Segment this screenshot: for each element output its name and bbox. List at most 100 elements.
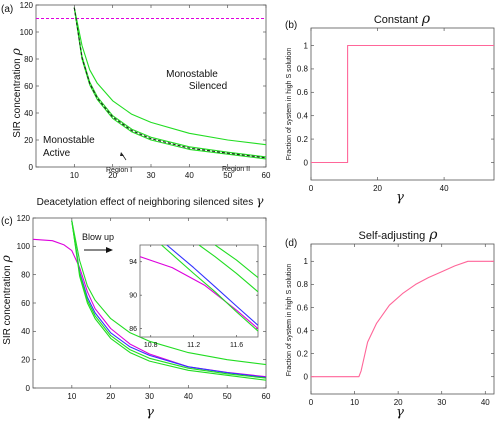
- panel-a-ylabel: SIR concentration ρ: [9, 48, 23, 138]
- series-line-2: [73, 7, 266, 158]
- y-tick-label: 1: [304, 257, 309, 266]
- x-tick-label: 11.2: [187, 342, 200, 349]
- blow-up-arrowhead: [106, 247, 113, 253]
- x-tick-label: 50: [223, 171, 232, 180]
- annotation-monostable-active-1: Monostable: [43, 135, 95, 146]
- x-tick-label: 40: [481, 398, 490, 407]
- series-line-2: [71, 220, 266, 366]
- y-tick-label: 120: [17, 214, 31, 223]
- panel-c-xlabel-gamma: γ: [146, 405, 154, 420]
- annotation-monostable-silenced-1: Monostable: [166, 69, 218, 80]
- annotation-blow-up: Blow up: [82, 232, 114, 242]
- y-tick-label: 0: [29, 163, 34, 172]
- panel-a-ylabel-text: SIR concentration: [12, 58, 23, 138]
- panel-d: (d) Self-adjusting ρ 0 10 20 30 4000.20.40.60…: [285, 227, 495, 420]
- annotation-monostable-active-2: Active: [43, 148, 71, 159]
- y-tick-label: 0.8: [297, 65, 309, 74]
- panel-a-plot: [36, 7, 266, 160]
- y-tick-label: 80: [24, 55, 33, 64]
- x-tick-label: 20: [373, 184, 382, 193]
- annotation-monostable-silenced-2: Silenced: [189, 81, 227, 92]
- series-line-1: [73, 7, 266, 146]
- x-tick-label: 0: [309, 398, 314, 407]
- y-tick-label: 1: [304, 41, 309, 50]
- x-tick-label: 30: [145, 392, 154, 401]
- panel-a-xlabel: Deacetylation effect of neighboring sile…: [37, 194, 265, 208]
- rho-symbol: ρ: [9, 48, 23, 56]
- series-line-0: [311, 44, 494, 164]
- x-tick-label: 50: [223, 392, 232, 401]
- y-tick-label: 40: [21, 327, 30, 336]
- panel-c-ylabel-text: SIR concentration: [2, 265, 13, 345]
- x-tick-label: 10: [67, 392, 76, 401]
- inset-ticks: 10.8 11.2 11.6 86 90 94: [129, 245, 258, 349]
- x-tick-label: 40: [185, 171, 194, 180]
- panel-b-ylabel: Fraction of system in high S solution: [286, 48, 293, 161]
- panel-b-title-text: Constant: [374, 14, 418, 26]
- y-tick-label: 0.2: [297, 135, 309, 144]
- x-tick-label: 60: [262, 392, 271, 401]
- x-tick-label: 30: [437, 398, 446, 407]
- annotation-region-1: Region I: [106, 167, 132, 174]
- rho-symbol: ρ: [428, 227, 438, 243]
- panel-b-title: Constant ρ: [374, 11, 431, 27]
- y-tick-label: 0: [304, 372, 309, 381]
- panel-a-xlabel-text: Deacetylation effect of neighboring sile…: [37, 197, 254, 208]
- x-tick-label: 30: [147, 171, 156, 180]
- y-tick-label: 120: [20, 1, 34, 10]
- x-tick-label: 10: [350, 398, 359, 407]
- panel-b-label: (b): [285, 20, 297, 31]
- rho-symbol: ρ: [421, 11, 431, 27]
- y-tick-label: 0.2: [297, 349, 309, 358]
- inset-frame: [139, 244, 259, 338]
- y-tick-label: 0.6: [297, 88, 309, 97]
- y-tick-label: 0.4: [297, 111, 309, 120]
- panel-c-ylabel: SIR concentration ρ: [0, 255, 13, 345]
- y-tick-label: 100: [20, 28, 34, 37]
- panel-d-title-text: Self-adjusting: [359, 230, 426, 242]
- y-tick-label: 0.4: [297, 326, 309, 335]
- y-tick-label: 20: [21, 355, 30, 364]
- y-tick-label: 0: [304, 158, 309, 167]
- y-tick-label: 94: [129, 259, 137, 266]
- y-tick-label: 0: [26, 384, 31, 393]
- y-tick-label: 86: [129, 326, 137, 333]
- x-tick-label: 20: [106, 392, 115, 401]
- x-tick-label: 11.6: [230, 342, 243, 349]
- panel-c-ticks: 10 20 30 40 50 60 0 20 40 60 80 100 120: [17, 214, 271, 401]
- x-tick-label: 10: [70, 171, 79, 180]
- panel-a-ticks: 10 20 30 40 50 60 0 20 40 60 80 100 120: [20, 1, 271, 180]
- panel-d-title: Self-adjusting ρ: [359, 227, 439, 243]
- x-tick-label: 20: [394, 398, 403, 407]
- panel-c-label: (c): [1, 216, 13, 227]
- y-tick-label: 90: [129, 293, 137, 300]
- x-tick-label: 40: [440, 184, 449, 193]
- panel-b-ticks: 0 20 40 0 0.2 0.4 0.6 0.8 1: [297, 28, 494, 193]
- series-line-0: [311, 260, 494, 378]
- gamma-symbol: γ: [256, 194, 264, 208]
- inset-plot: [140, 245, 258, 332]
- y-tick-label: 80: [21, 270, 30, 279]
- series-line-4: [73, 7, 266, 159]
- panel-a: (a) 10 20 30 40 50 60 0 20 40 60 80 100 120 Monostab…: [1, 1, 271, 208]
- series-line-2: [161, 245, 258, 332]
- rho-symbol: ρ: [0, 255, 13, 263]
- panel-b-plot: [311, 44, 494, 164]
- series-line-1: [166, 245, 258, 326]
- panel-d-ylabel: Fraction of system in high S solution: [286, 264, 293, 377]
- panel-b: (b) Constant ρ 0 20 40 0 0.2 0.4 0.6 0.8 1 Fracti…: [285, 11, 495, 205]
- series-line-3: [71, 220, 266, 379]
- inset: 10.8 11.2 11.6 86 90 94: [129, 244, 259, 349]
- panel-d-plot: [311, 260, 494, 378]
- panel-d-xlabel-gamma: γ: [396, 405, 404, 420]
- panel-b-axes-frame: [310, 27, 495, 181]
- y-tick-label: 0.6: [297, 303, 309, 312]
- series-line-3: [73, 7, 266, 160]
- annotation-region-2: Region II: [222, 166, 250, 173]
- y-tick-label: 0.8: [297, 280, 309, 289]
- y-tick-label: 60: [21, 299, 30, 308]
- x-tick-label: 0: [309, 184, 314, 193]
- panel-a-label: (a): [1, 4, 13, 15]
- region-1-arrowhead: [120, 152, 124, 156]
